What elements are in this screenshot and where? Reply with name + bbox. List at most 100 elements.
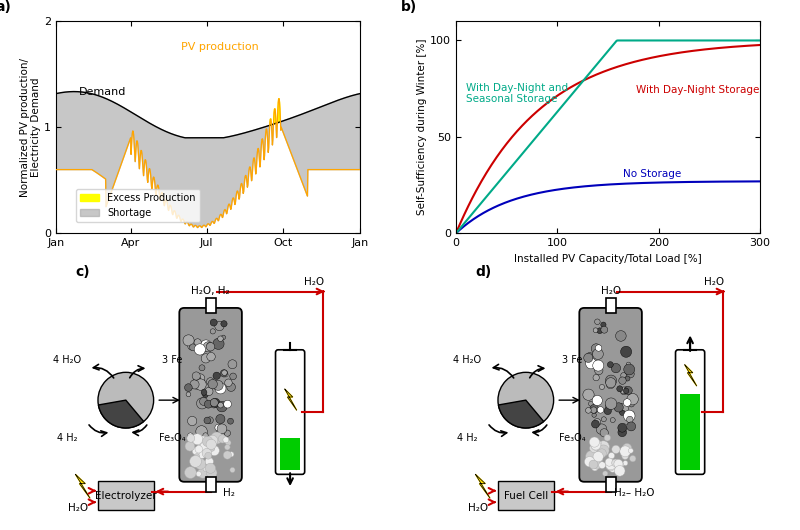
Circle shape [195,445,202,453]
Bar [280,438,300,470]
Circle shape [618,428,626,437]
Text: H₂O: H₂O [304,277,324,287]
Circle shape [602,417,606,422]
Circle shape [224,430,230,436]
Circle shape [217,401,227,412]
Circle shape [204,417,210,424]
Circle shape [498,372,554,428]
Text: H₂O: H₂O [468,504,488,514]
Circle shape [220,369,228,377]
Circle shape [606,378,616,388]
Circle shape [591,420,599,428]
Circle shape [205,400,212,408]
Circle shape [203,342,214,352]
Text: Fuel Cell: Fuel Cell [504,491,548,500]
Circle shape [196,426,207,437]
Circle shape [592,413,596,417]
Circle shape [607,361,614,368]
Circle shape [224,400,231,408]
Circle shape [192,434,202,445]
Circle shape [629,401,634,407]
Circle shape [208,379,218,389]
Circle shape [598,441,610,453]
Text: With Day-Night Storage: With Day-Night Storage [636,84,760,94]
FancyBboxPatch shape [579,308,642,482]
Circle shape [210,399,218,407]
Circle shape [225,379,232,386]
Circle shape [598,407,604,413]
Circle shape [623,387,629,392]
Circle shape [622,424,628,429]
Circle shape [591,344,601,354]
Text: a): a) [0,0,11,14]
Circle shape [591,440,602,450]
Circle shape [194,339,202,346]
Circle shape [610,418,615,422]
Circle shape [210,329,215,334]
Circle shape [216,414,225,423]
Circle shape [194,454,200,459]
Circle shape [188,342,195,350]
Circle shape [203,433,208,438]
Circle shape [198,468,208,478]
Circle shape [207,342,212,348]
Circle shape [623,388,629,394]
Circle shape [606,460,616,471]
Circle shape [618,423,626,432]
Circle shape [590,407,597,413]
Circle shape [625,376,630,381]
Circle shape [596,351,602,357]
Text: H₂O: H₂O [601,286,621,296]
Circle shape [210,398,220,408]
Polygon shape [75,474,90,498]
Circle shape [593,452,603,462]
Circle shape [98,372,154,428]
Circle shape [606,459,616,470]
Circle shape [210,446,219,456]
Circle shape [586,450,598,462]
Circle shape [626,422,636,431]
Circle shape [630,455,636,462]
Circle shape [221,321,227,327]
Polygon shape [285,389,297,410]
Circle shape [223,437,229,443]
Circle shape [623,461,628,465]
Circle shape [190,344,196,351]
Text: H₂O, H₂: H₂O, H₂ [191,286,230,296]
Circle shape [226,383,235,392]
Circle shape [202,392,208,398]
Y-axis label: Normalized PV production/
Electricity Demand: Normalized PV production/ Electricity De… [20,58,42,197]
Circle shape [604,407,611,414]
Text: H₂: H₂ [223,488,235,498]
Circle shape [195,379,206,390]
Bar [206,298,216,313]
Y-axis label: Self-Sufficiency during Winter [%]: Self-Sufficiency during Winter [%] [418,39,427,216]
Circle shape [199,365,205,371]
Circle shape [206,378,214,385]
Circle shape [599,384,605,390]
Circle shape [626,370,634,378]
Circle shape [216,426,226,436]
Circle shape [623,399,631,407]
Circle shape [192,378,203,390]
FancyBboxPatch shape [275,350,305,474]
Circle shape [629,411,634,416]
Circle shape [618,377,626,384]
Text: 4 H₂: 4 H₂ [58,433,78,443]
Circle shape [612,445,620,454]
Circle shape [605,458,614,466]
Circle shape [229,452,234,457]
Wedge shape [98,400,144,428]
Circle shape [200,340,212,351]
Circle shape [185,384,192,392]
Circle shape [589,460,598,469]
Circle shape [217,424,227,434]
Circle shape [593,461,601,469]
Circle shape [591,464,598,471]
Circle shape [211,432,222,444]
Circle shape [611,364,621,373]
Circle shape [201,354,210,363]
Polygon shape [475,474,490,498]
Circle shape [194,344,206,355]
Circle shape [218,336,223,341]
